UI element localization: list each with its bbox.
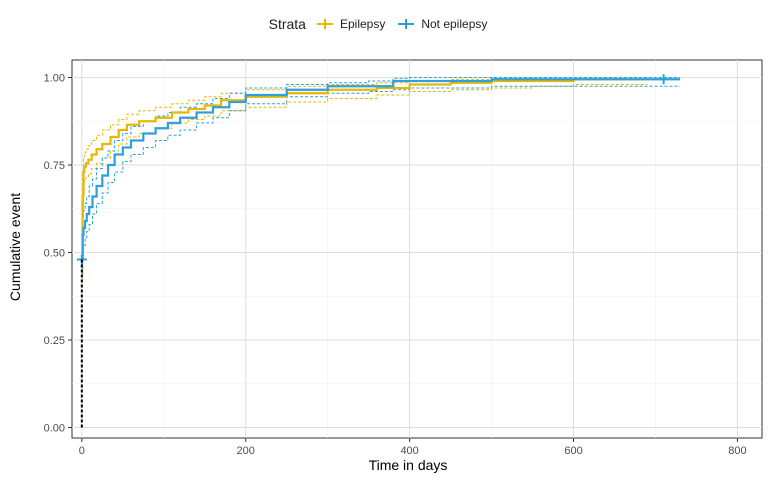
- x-tick-label: 200: [237, 445, 255, 457]
- x-tick-label: 600: [564, 445, 582, 457]
- y-tick-label: 0.50: [44, 248, 65, 260]
- series-epilepsy-ci-upper: [81, 77, 648, 236]
- axis-ticks: 0 200 400 600 800 0.00 0.25 0.50 0.75 1.00: [44, 73, 747, 458]
- legend-label-not-epilepsy: Not epilepsy: [421, 17, 488, 31]
- legend-label-epilepsy: Epilepsy: [339, 17, 386, 31]
- legend-key-not-epilepsy: [398, 19, 415, 29]
- panel-border: [71, 59, 763, 439]
- x-tick-label: 800: [728, 445, 746, 457]
- series-not-epilepsy-ci-lower: [81, 85, 681, 274]
- series-epilepsy-ci-lower: [81, 84, 648, 281]
- series-not-epilepsy-line: [81, 78, 681, 261]
- legend-key-epilepsy: [316, 19, 333, 29]
- series-lines: [76, 74, 681, 428]
- y-tick-label: 0.75: [44, 160, 65, 172]
- y-tick-label: 0.25: [44, 335, 65, 347]
- legend-title: Strata: [268, 16, 306, 32]
- confidence-bands: [81, 77, 681, 281]
- series-epilepsy-line: [81, 78, 648, 261]
- x-axis-title: Time in days: [369, 457, 448, 473]
- x-tick-label: 400: [400, 445, 418, 457]
- y-tick-label: 1.00: [44, 73, 65, 85]
- series-not-epilepsy-ci-upper: [81, 77, 681, 246]
- legend-entry-not-epilepsy[interactable]: Not epilepsy: [397, 17, 487, 31]
- y-axis-title: Cumulative event: [7, 193, 23, 301]
- legend: Strata Epilepsy Not epilepsy: [0, 16, 768, 32]
- legend-entry-epilepsy[interactable]: Epilepsy: [316, 17, 385, 31]
- x-tick-label: 0: [79, 445, 85, 457]
- y-tick-label: 0.00: [44, 423, 65, 435]
- grid-lines: [72, 60, 762, 438]
